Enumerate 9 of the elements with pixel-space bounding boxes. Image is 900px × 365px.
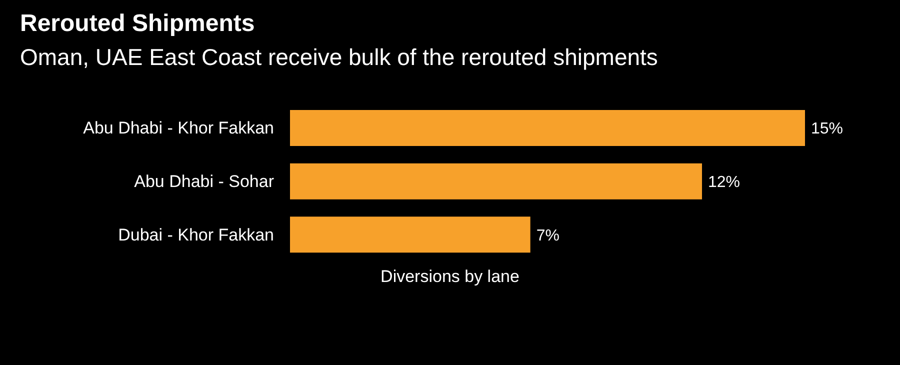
y-tick-label: Dubai - Khor Fakkan: [118, 225, 274, 244]
chart-title: Rerouted Shipments: [20, 10, 255, 38]
x-axis-title: Diversions by lane: [380, 267, 520, 287]
y-tick-label: Abu Dhabi - Khor Fakkan: [83, 118, 274, 138]
data-label: 7%: [536, 227, 560, 244]
y-tick-label: Abu Dhabi - Sohar: [134, 172, 274, 192]
data-label: 12%: [708, 174, 740, 192]
data-label: 15%: [811, 120, 844, 138]
chart-subtitle: Oman, UAE East Coast receive bulk of the rerouted shipments: [20, 44, 658, 71]
